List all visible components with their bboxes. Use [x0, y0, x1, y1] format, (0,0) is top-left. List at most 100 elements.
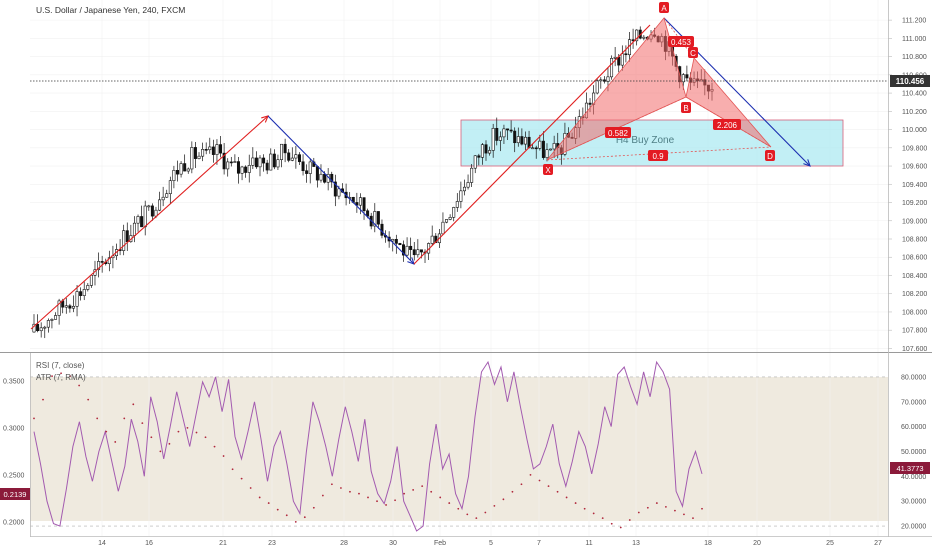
- candle-body: [186, 168, 190, 172]
- candle-body: [642, 36, 646, 39]
- candle-body: [244, 166, 248, 173]
- candle-body: [401, 244, 405, 256]
- candle-body: [54, 315, 58, 320]
- atr-point: [132, 403, 135, 406]
- atr-point: [285, 514, 288, 517]
- candle-body: [531, 147, 535, 150]
- atr-point: [457, 507, 460, 510]
- candle-body: [197, 155, 201, 159]
- candle-body: [520, 136, 524, 145]
- atr-point: [150, 436, 153, 439]
- atr-last-badge: [0, 488, 30, 500]
- price-tick-label: 107.600: [902, 346, 927, 353]
- price-tick-label: 110.400: [902, 91, 927, 98]
- candle-body: [280, 143, 284, 160]
- rsi-tick-label: 40.0000: [901, 474, 926, 481]
- point-label-c-bg: [688, 47, 698, 58]
- candle-body: [441, 221, 445, 235]
- candle-body: [283, 143, 287, 154]
- candle-body: [419, 249, 423, 253]
- atr-point: [204, 436, 207, 439]
- atr-point: [69, 375, 72, 378]
- time-tick-label: 21: [219, 540, 227, 547]
- candle-body: [588, 102, 592, 105]
- atr-point: [403, 492, 406, 495]
- atr-point: [646, 506, 649, 509]
- price-tick-label: 108.400: [902, 273, 927, 280]
- candle-body: [595, 80, 599, 94]
- candle-body: [330, 173, 334, 183]
- candle-body: [301, 161, 305, 172]
- candle-body: [168, 180, 172, 194]
- candle-body: [606, 76, 610, 82]
- buy-zone-label: H4 Buy Zone: [616, 135, 675, 146]
- atr-legend: ATR (7, RMA): [36, 373, 86, 382]
- candle-body: [445, 219, 449, 223]
- atr-point: [619, 526, 622, 529]
- candle-body: [97, 261, 101, 271]
- candle-body: [193, 147, 197, 159]
- price-tick-label: 109.400: [902, 182, 927, 189]
- candle-body: [513, 130, 517, 144]
- price-tick-label: 111.000: [902, 36, 926, 43]
- atr-point: [574, 502, 577, 504]
- candle-body: [211, 146, 215, 155]
- atr-point: [493, 505, 496, 507]
- ratio-label-xad: 0.9: [652, 152, 664, 161]
- uptrend-line-2: [413, 24, 651, 265]
- candle-body: [681, 74, 685, 83]
- atr-tick-label: 0.3000: [3, 425, 25, 432]
- atr-point: [330, 483, 333, 486]
- atr-point: [394, 499, 396, 502]
- price-tick-label: 109.000: [902, 218, 927, 225]
- rsi-tick-label: 80.0000: [901, 374, 926, 381]
- candle-body: [534, 147, 538, 150]
- chart-title: U.S. Dollar / Japanese Yen, 240, FXCM: [36, 5, 185, 15]
- candle-body: [136, 216, 140, 224]
- candle-body: [215, 144, 219, 155]
- ratio-label-xab-bg: [605, 127, 631, 138]
- indicator-right-axis[interactable]: 80.0000 70.0000 60.0000 50.0000 40.0000 30.00…: [901, 374, 926, 530]
- candle-body: [79, 291, 83, 296]
- candle-body: [308, 161, 312, 174]
- candle-body: [190, 147, 194, 170]
- candle-body: [36, 323, 40, 332]
- candle-body: [43, 326, 47, 329]
- time-axis[interactable]: 14 16 21 23 28 30 Feb 5 7 11 13 18 20 25 27: [98, 540, 882, 547]
- point-label-x: X: [545, 166, 551, 175]
- candle-body: [398, 243, 402, 245]
- indicator-left-axis[interactable]: 0.3500 0.3000 0.2500 0.2000: [3, 378, 25, 526]
- atr-point: [186, 426, 189, 429]
- atr-point: [439, 496, 442, 499]
- candle-body: [602, 79, 606, 82]
- atr-point: [511, 490, 514, 493]
- candle-body: [251, 157, 255, 166]
- atr-point: [692, 517, 694, 520]
- candle-body: [132, 222, 136, 236]
- price-tick-label: 108.200: [902, 291, 927, 298]
- price-tick-label: 109.600: [902, 164, 927, 171]
- candle-body: [294, 154, 298, 159]
- candle-body: [290, 157, 294, 161]
- atr-point: [367, 496, 369, 499]
- atr-point: [195, 431, 198, 434]
- candle-body: [477, 155, 481, 158]
- main-pane[interactable]: [30, 0, 888, 352]
- candle-body: [624, 53, 628, 56]
- atr-tick-label: 0.2000: [3, 519, 25, 526]
- candle-body: [545, 149, 549, 158]
- point-label-b: B: [683, 104, 688, 113]
- point-label-d-bg: [765, 150, 775, 161]
- time-tick-label: Feb: [434, 540, 446, 547]
- candle-body: [86, 285, 90, 290]
- downtrend-arrow-1: [267, 115, 415, 265]
- harmonic-pattern: H4 Buy Zone A C B X D 0.453 0.582 2.206 0.9: [543, 2, 775, 175]
- price-axis[interactable]: 111.200111.000110.800110.600110.400110.2…: [888, 18, 927, 353]
- atr-point: [321, 494, 324, 497]
- candle-body: [201, 149, 205, 157]
- candle-body: [323, 173, 327, 183]
- candle-body: [376, 211, 380, 225]
- candle-body: [222, 152, 226, 170]
- candle-body: [412, 249, 416, 256]
